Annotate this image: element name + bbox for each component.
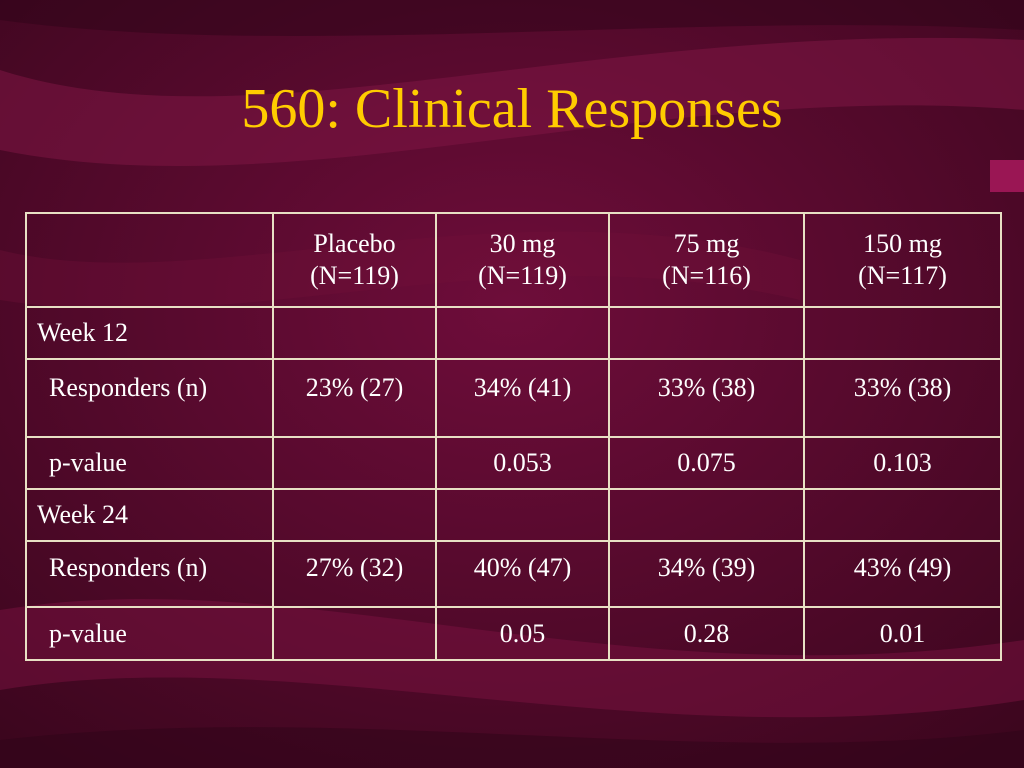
header-cell-placebo: Placebo (N=119) bbox=[272, 212, 437, 308]
table-cell: 0.28 bbox=[608, 606, 805, 661]
table-row: p-value 0.05 0.28 0.01 bbox=[25, 606, 1002, 661]
table-cell bbox=[435, 488, 610, 542]
table-cell: 34% (41) bbox=[435, 358, 610, 438]
row-label: Week 24 bbox=[25, 488, 274, 542]
table-cell bbox=[272, 606, 437, 661]
table-cell: 43% (49) bbox=[803, 540, 1002, 608]
table-row: Week 24 bbox=[25, 488, 1002, 542]
table-cell: 0.075 bbox=[608, 436, 805, 490]
table-cell: 27% (32) bbox=[272, 540, 437, 608]
clinical-responses-table: Placebo (N=119) 30 mg (N=119) 75 mg (N=1… bbox=[25, 212, 1002, 661]
row-label: p-value bbox=[25, 606, 274, 661]
table-cell bbox=[608, 306, 805, 360]
table-cell: 40% (47) bbox=[435, 540, 610, 608]
table-cell: 33% (38) bbox=[608, 358, 805, 438]
row-label: Responders (n) bbox=[25, 540, 274, 608]
table-cell bbox=[272, 436, 437, 490]
table-cell: 23% (27) bbox=[272, 358, 437, 438]
table-cell bbox=[608, 488, 805, 542]
row-label: p-value bbox=[25, 436, 274, 490]
table-cell: 33% (38) bbox=[803, 358, 1002, 438]
row-label: Week 12 bbox=[25, 306, 274, 360]
table-cell bbox=[272, 488, 437, 542]
table-cell: 34% (39) bbox=[608, 540, 805, 608]
table-cell bbox=[435, 306, 610, 360]
table-cell bbox=[803, 488, 1002, 542]
header-cell-30mg: 30 mg (N=119) bbox=[435, 212, 610, 308]
table-cell: 0.103 bbox=[803, 436, 1002, 490]
table-cell: 0.053 bbox=[435, 436, 610, 490]
table-cell bbox=[272, 306, 437, 360]
table-row: Responders (n) 23% (27) 34% (41) 33% (38… bbox=[25, 358, 1002, 438]
header-cell-75mg: 75 mg (N=116) bbox=[608, 212, 805, 308]
slide-title: 560: Clinical Responses bbox=[241, 78, 783, 140]
table-row: Responders (n) 27% (32) 40% (47) 34% (39… bbox=[25, 540, 1002, 608]
table-row: Week 12 bbox=[25, 306, 1002, 360]
header-cell-empty bbox=[25, 212, 274, 308]
table-header-row: Placebo (N=119) 30 mg (N=119) 75 mg (N=1… bbox=[25, 212, 1002, 308]
table-cell: 0.01 bbox=[803, 606, 1002, 661]
table-row: p-value 0.053 0.075 0.103 bbox=[25, 436, 1002, 490]
table-cell: 0.05 bbox=[435, 606, 610, 661]
table-cell bbox=[803, 306, 1002, 360]
row-label: Responders (n) bbox=[25, 358, 274, 438]
header-cell-150mg: 150 mg (N=117) bbox=[803, 212, 1002, 308]
